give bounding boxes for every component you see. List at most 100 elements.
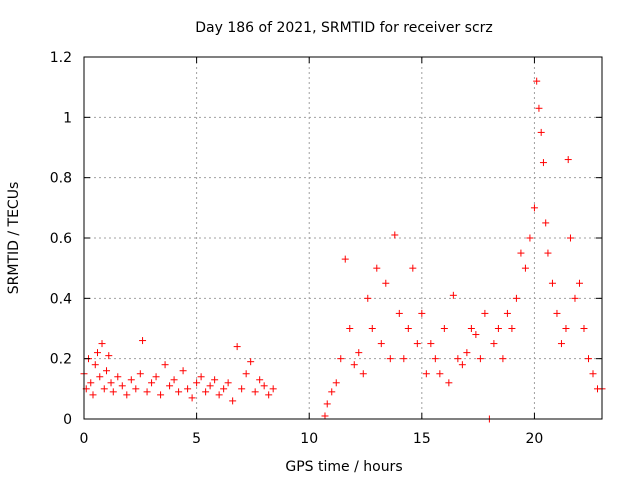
data-point bbox=[136, 370, 144, 378]
data-markers bbox=[80, 77, 606, 423]
data-point bbox=[404, 325, 412, 332]
y-tick-label: 0.8 bbox=[50, 171, 72, 187]
data-point bbox=[386, 355, 394, 363]
data-point bbox=[566, 234, 574, 242]
data-point bbox=[427, 340, 435, 348]
x-tick-labels: 0 5 10 15 20 bbox=[80, 431, 544, 447]
data-point bbox=[544, 249, 552, 257]
data-point bbox=[206, 382, 214, 390]
data-point bbox=[535, 104, 543, 112]
data-point bbox=[494, 325, 502, 332]
data-point bbox=[589, 370, 597, 378]
data-point bbox=[350, 361, 358, 369]
y-tick-labels: 0 0.2 0.4 0.6 0.8 1 1.2 bbox=[50, 50, 72, 428]
data-point bbox=[499, 355, 507, 363]
data-point bbox=[166, 382, 174, 390]
data-point bbox=[458, 361, 466, 369]
data-point bbox=[188, 394, 196, 402]
data-point bbox=[107, 379, 115, 387]
data-point bbox=[508, 325, 516, 332]
data-point bbox=[242, 370, 250, 378]
data-point bbox=[557, 340, 565, 348]
data-point bbox=[157, 391, 165, 399]
data-point bbox=[109, 388, 117, 396]
data-point bbox=[418, 309, 426, 317]
data-point bbox=[539, 159, 547, 167]
data-point bbox=[422, 370, 430, 378]
data-point bbox=[467, 325, 475, 332]
data-point bbox=[139, 337, 147, 345]
x-axis-title: GPS time / hours bbox=[285, 459, 402, 475]
data-point bbox=[148, 379, 156, 387]
data-point bbox=[229, 397, 237, 405]
data-point bbox=[238, 385, 246, 393]
data-point bbox=[368, 325, 376, 332]
data-point bbox=[260, 382, 268, 390]
data-point bbox=[373, 264, 381, 272]
data-point bbox=[431, 355, 439, 363]
data-point bbox=[584, 355, 592, 363]
data-point bbox=[533, 77, 541, 85]
data-point bbox=[503, 309, 511, 317]
data-point bbox=[328, 388, 336, 396]
data-point bbox=[537, 128, 545, 136]
x-tick-label: 20 bbox=[526, 431, 544, 447]
data-point bbox=[103, 367, 111, 375]
data-point bbox=[346, 325, 354, 332]
data-point bbox=[220, 385, 228, 393]
y-axis-title: SRMTID / TECUs bbox=[6, 182, 22, 295]
data-point bbox=[359, 370, 367, 378]
y-tick-label: 0.2 bbox=[50, 352, 72, 368]
data-point bbox=[409, 264, 417, 272]
data-point bbox=[553, 309, 561, 317]
data-point bbox=[143, 388, 151, 396]
data-point bbox=[377, 340, 385, 348]
data-point bbox=[391, 231, 399, 239]
data-point bbox=[265, 391, 273, 399]
axis-ticks bbox=[83, 56, 602, 420]
data-point bbox=[321, 412, 329, 420]
data-point bbox=[256, 376, 264, 384]
y-tick-label: 1 bbox=[63, 110, 72, 126]
data-point bbox=[526, 234, 534, 242]
data-point bbox=[571, 294, 579, 302]
data-point bbox=[98, 340, 106, 348]
data-point bbox=[463, 349, 471, 357]
x-tick-label: 10 bbox=[300, 431, 318, 447]
data-point bbox=[170, 376, 178, 384]
data-point bbox=[400, 355, 408, 363]
data-point bbox=[123, 391, 131, 399]
data-point bbox=[355, 349, 363, 357]
data-point bbox=[152, 373, 160, 381]
data-point bbox=[341, 255, 349, 263]
data-point bbox=[580, 325, 588, 332]
data-point bbox=[269, 385, 277, 393]
data-point bbox=[251, 388, 259, 396]
data-point bbox=[87, 379, 95, 387]
data-point bbox=[127, 376, 135, 384]
data-point bbox=[91, 361, 99, 369]
data-point bbox=[575, 279, 583, 287]
data-point bbox=[382, 279, 390, 287]
data-point bbox=[100, 385, 108, 393]
data-point bbox=[332, 379, 340, 387]
data-point bbox=[114, 373, 122, 381]
data-point bbox=[89, 391, 97, 399]
data-point bbox=[175, 388, 183, 396]
data-point bbox=[233, 343, 241, 351]
y-tick-label: 0 bbox=[63, 412, 72, 428]
x-tick-label: 15 bbox=[413, 431, 431, 447]
data-point bbox=[247, 358, 255, 366]
data-point bbox=[197, 373, 205, 381]
data-point bbox=[132, 385, 140, 393]
data-point bbox=[440, 325, 448, 332]
data-point bbox=[517, 249, 525, 257]
data-point bbox=[193, 379, 201, 387]
data-point bbox=[94, 349, 102, 357]
data-point bbox=[476, 355, 484, 363]
y-tick-label: 1.2 bbox=[50, 50, 72, 66]
data-point bbox=[211, 376, 219, 384]
data-point bbox=[105, 352, 113, 360]
